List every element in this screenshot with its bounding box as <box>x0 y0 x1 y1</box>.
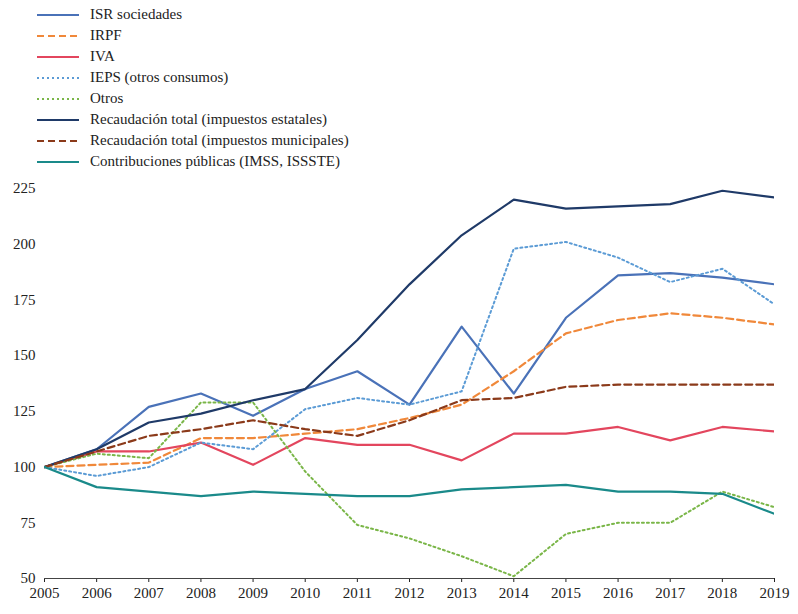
html-text:Recaudación total (impuestos m: Recaudación total (impuestos municipales… <box>90 132 349 148</box>
html-text:Recaudación total (impuestos e: Recaudación total (impuestos estatales) <box>90 111 327 127</box>
svg-text:100: 100 <box>13 459 36 475</box>
svg-text:2017: 2017 <box>655 585 686 601</box>
svg-text:2008: 2008 <box>186 585 216 601</box>
svg-text:2012: 2012 <box>395 585 425 601</box>
html-text:ISR sociedades: ISR sociedades <box>90 6 183 22</box>
svg-text:2013: 2013 <box>447 585 477 601</box>
svg-text:2009: 2009 <box>238 585 268 601</box>
html-text:Otros: Otros <box>90 90 124 106</box>
svg-text:125: 125 <box>13 403 36 419</box>
svg-text:2016: 2016 <box>603 585 634 601</box>
svg-text:150: 150 <box>13 347 36 363</box>
svg-text:75: 75 <box>21 515 36 531</box>
svg-text:50: 50 <box>21 570 36 586</box>
html-text:IRPF: IRPF <box>90 27 122 43</box>
svg-text:2010: 2010 <box>290 585 320 601</box>
svg-text:2019: 2019 <box>760 585 790 601</box>
svg-text:2006: 2006 <box>82 585 113 601</box>
svg-text:175: 175 <box>13 292 36 308</box>
svg-text:2005: 2005 <box>30 585 60 601</box>
svg-text:2015: 2015 <box>551 585 581 601</box>
html-text:Contribuciones públicas (IMSS,: Contribuciones públicas (IMSS, ISSSTE) <box>90 153 340 169</box>
svg-text:200: 200 <box>13 236 36 252</box>
svg-text:2011: 2011 <box>343 585 372 601</box>
svg-text:225: 225 <box>13 180 36 196</box>
svg-text:2018: 2018 <box>707 585 737 601</box>
html-text:IVA: IVA <box>90 48 115 64</box>
html-text:IEPS (otros consumos): IEPS (otros consumos) <box>90 69 229 85</box>
svg-text:2014: 2014 <box>499 585 530 601</box>
svg-text:2007: 2007 <box>134 585 165 601</box>
